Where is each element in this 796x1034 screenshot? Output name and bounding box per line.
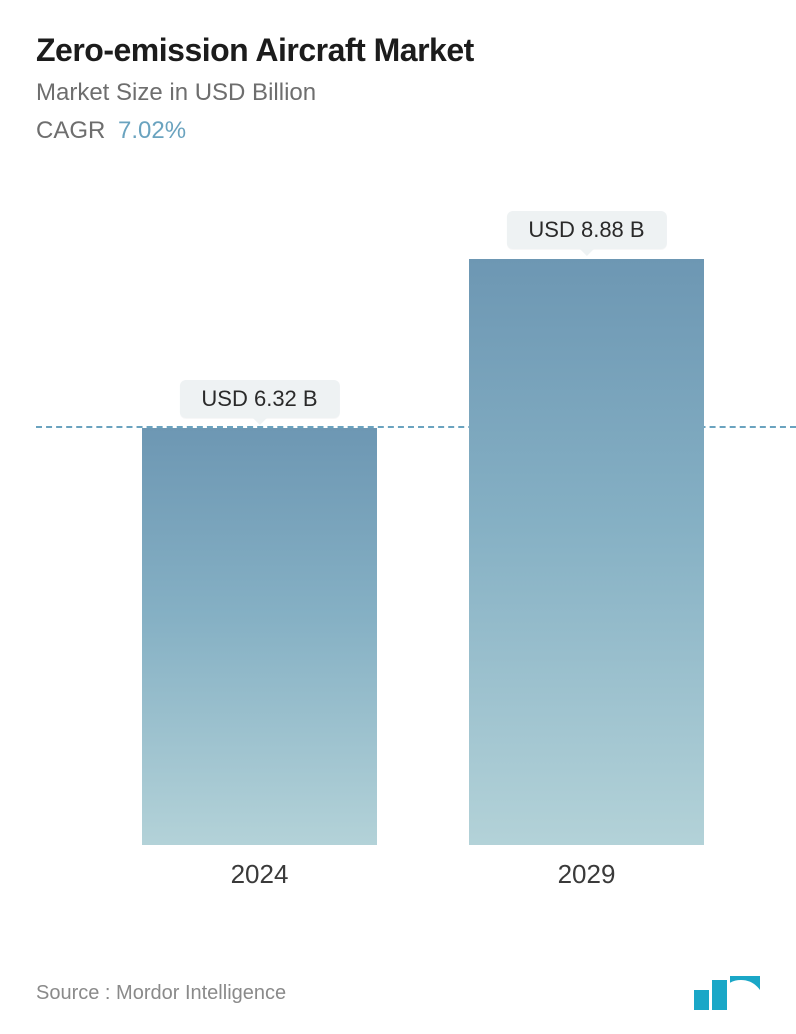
page-title: Zero-emission Aircraft Market xyxy=(36,32,760,69)
page: Zero-emission Aircraft Market Market Siz… xyxy=(0,0,796,1034)
logo-swoosh-icon xyxy=(726,976,760,1010)
plot-area: USD 6.32 B USD 8.88 B xyxy=(86,185,760,845)
cagr-label: CAGR xyxy=(36,117,105,144)
x-tick: 2029 xyxy=(469,845,704,905)
footer: Source : Mordor Intelligence xyxy=(36,976,760,1010)
logo-bar-icon xyxy=(712,980,727,1010)
cagr-value: 7.02% xyxy=(118,117,186,144)
logo-bar-icon xyxy=(694,990,709,1010)
x-axis: 2024 2029 xyxy=(86,845,760,905)
bar-slot: USD 8.88 B xyxy=(469,185,704,845)
cagr-row: CAGR 7.02% xyxy=(36,117,760,145)
bar: USD 8.88 B xyxy=(469,259,704,845)
bars-container: USD 6.32 B USD 8.88 B xyxy=(86,185,760,845)
bar: USD 6.32 B xyxy=(142,428,377,845)
value-bubble: USD 8.88 B xyxy=(506,211,666,249)
brand-logo xyxy=(694,976,760,1010)
bar-chart: USD 6.32 B USD 8.88 B 2024 2029 xyxy=(36,185,760,905)
value-bubble: USD 6.32 B xyxy=(179,380,339,418)
x-tick: 2024 xyxy=(142,845,377,905)
subtitle: Market Size in USD Billion xyxy=(36,79,760,107)
source-text: Source : Mordor Intelligence xyxy=(36,982,286,1005)
bar-slot: USD 6.32 B xyxy=(142,185,377,845)
